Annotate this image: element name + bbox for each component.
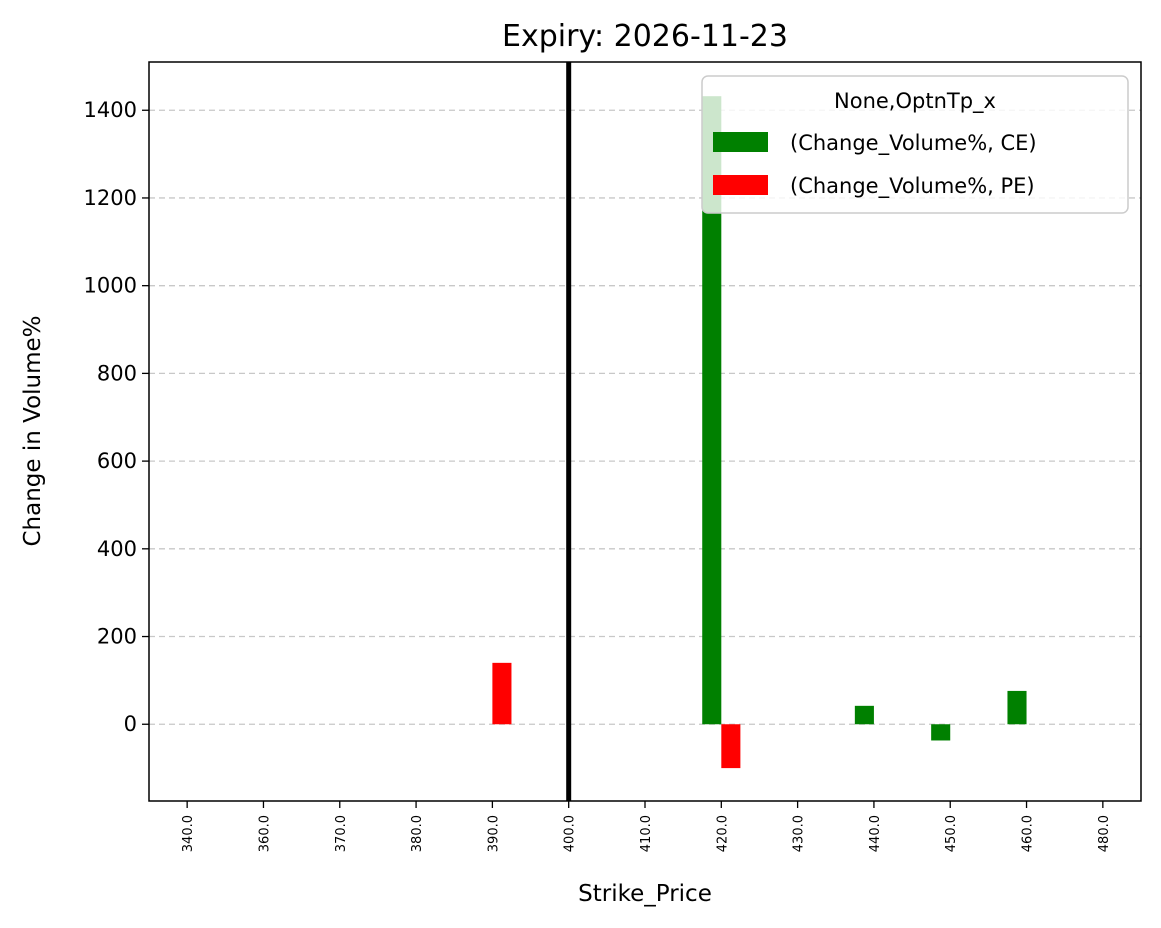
x-tick-label: 440.0 — [868, 815, 883, 852]
y-tick-label: 600 — [97, 449, 137, 473]
legend-swatch-ce — [713, 132, 768, 152]
bar-ce — [702, 96, 722, 725]
x-tick-label: 370.0 — [334, 815, 349, 852]
x-tick-label: 430.0 — [792, 815, 807, 852]
y-tick-label: 0 — [124, 712, 137, 736]
x-tick-label: 340.0 — [181, 815, 196, 852]
x-tick-label: 400.0 — [563, 815, 578, 852]
legend-label-ce: (Change_Volume%, CE) — [790, 131, 1037, 156]
y-tick-label: 1000 — [84, 274, 137, 298]
bars — [492, 96, 1027, 769]
gridlines — [149, 109, 1141, 725]
x-tick-label: 380.0 — [410, 815, 425, 852]
legend-swatch-pe — [713, 175, 768, 195]
bar-ce — [1007, 690, 1027, 725]
x-axis-label: Strike_Price — [578, 881, 712, 907]
x-tick-label: 460.0 — [1021, 815, 1036, 852]
y-tick-label: 800 — [97, 361, 137, 385]
legend-box — [701, 75, 1129, 214]
legend-title: None,OptnTp_x — [834, 89, 996, 114]
x-axis-ticks: 340.0 360.0 370.0 380.0 390.0 400.0 410.0 420.0… — [181, 801, 1112, 852]
x-tick-label: 420.0 — [715, 815, 730, 852]
bar-pe — [721, 724, 741, 769]
x-tick-label: 360.0 — [257, 815, 272, 852]
y-axis-label: Change in Volume% — [20, 315, 46, 546]
y-axis-ticks: 0 200 400 600 800 1000 1200 1400 — [84, 98, 149, 736]
x-tick-label: 410.0 — [639, 815, 654, 852]
legend: None,OptnTp_x (Change_Volume%, CE) (Chan… — [701, 75, 1129, 214]
y-tick-label: 400 — [97, 537, 137, 561]
y-tick-label: 1200 — [84, 186, 137, 210]
bar-pe — [492, 662, 512, 725]
x-tick-label: 450.0 — [944, 815, 959, 852]
chart-title: Expiry: 2026-11-23 — [502, 19, 788, 54]
x-tick-label: 480.0 — [1097, 815, 1112, 852]
bar-ce — [931, 724, 951, 741]
bar-ce — [854, 705, 874, 725]
legend-label-pe: (Change_Volume%, PE) — [790, 174, 1035, 199]
y-tick-label: 200 — [97, 625, 137, 649]
y-tick-label: 1400 — [84, 98, 137, 122]
x-tick-label: 390.0 — [486, 815, 501, 852]
